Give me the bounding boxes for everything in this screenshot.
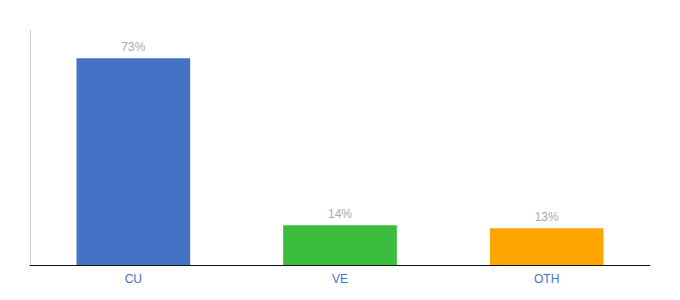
svg-text:14%: 14% (328, 207, 352, 221)
svg-text:CU: CU (125, 272, 142, 286)
svg-text:VE: VE (332, 272, 348, 286)
svg-text:OTH: OTH (534, 272, 559, 286)
svg-text:13%: 13% (535, 210, 559, 224)
svg-text:73%: 73% (121, 40, 145, 54)
